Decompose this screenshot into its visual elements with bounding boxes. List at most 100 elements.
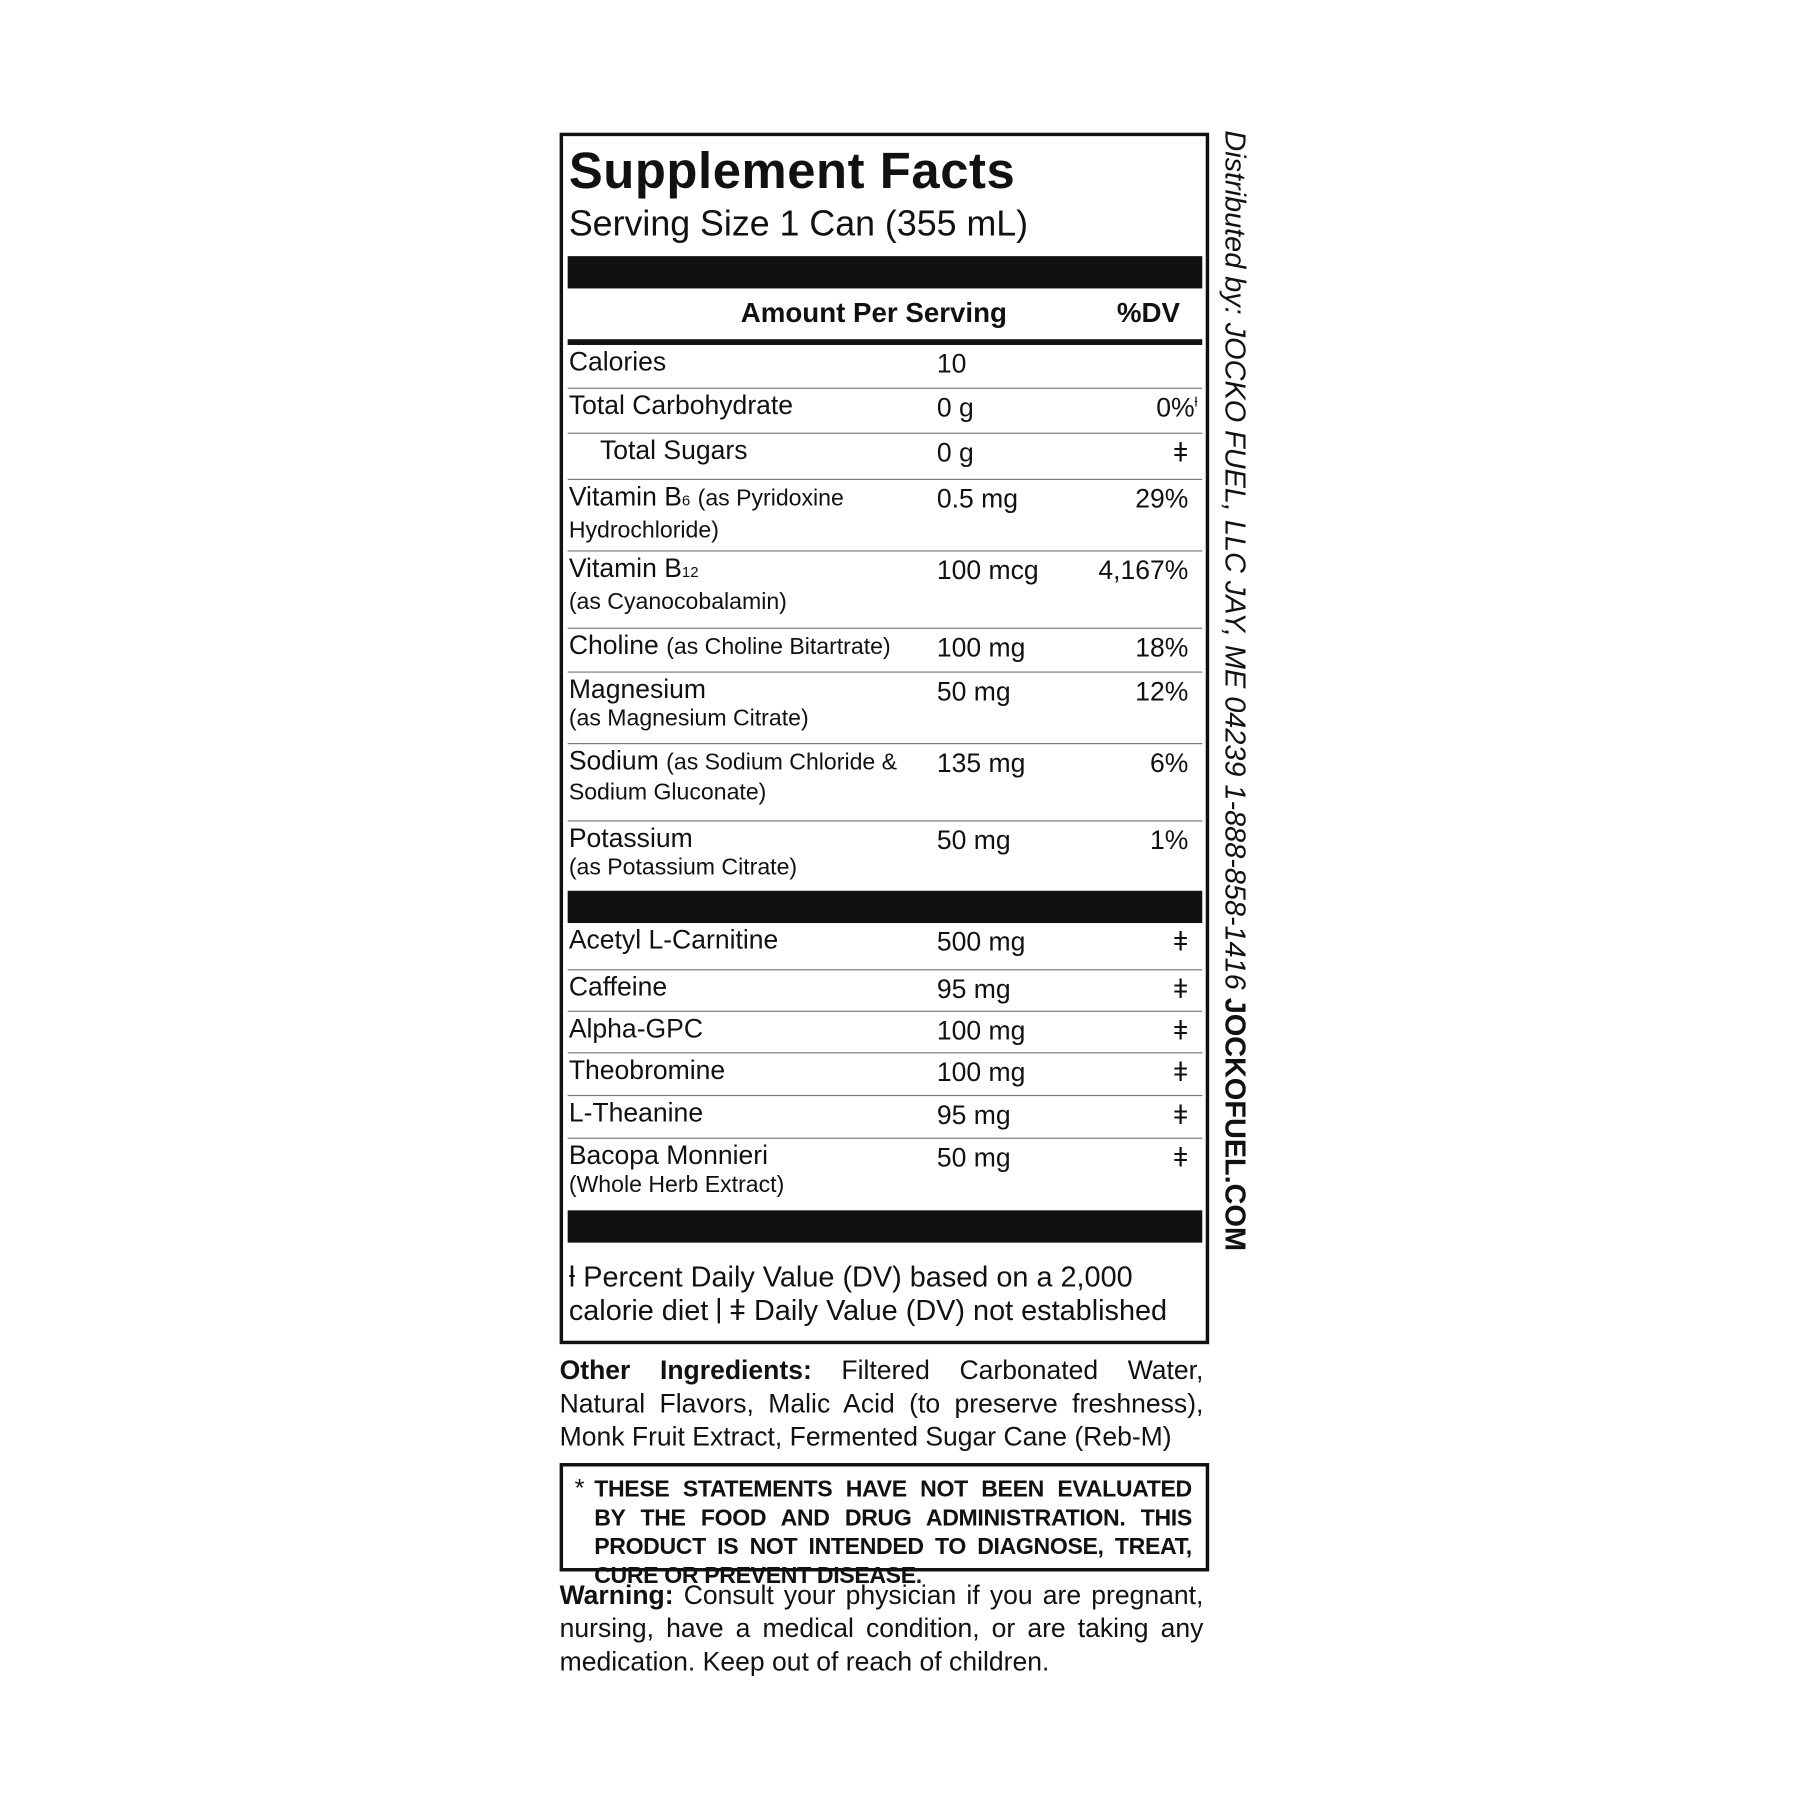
nutrient: Vitamin B6 (as Pyridoxine Hydrochloride) [569, 482, 921, 544]
dv-text: 1% [1150, 824, 1189, 855]
nutrient-detail: (as Sodium Chloride & Sodium Gluconate) [568, 749, 898, 806]
daily-value: ǂ [1173, 1015, 1189, 1046]
nutrient-name: Calories [568, 346, 667, 377]
footnote-text: ƚ Percent Daily Value (DV) based on a 2,… [568, 1261, 1133, 1327]
nutrient: Vitamin B12 (as Cyanocobalamin) [569, 554, 921, 616]
asterisk: * [574, 1473, 585, 1503]
divider-bar [567, 890, 1203, 924]
nutrient-name: Potassium [568, 822, 693, 853]
warning: Warning: Consult your physician if you a… [560, 1578, 1204, 1678]
separator [717, 1298, 720, 1324]
nutrient: Total Sugars [569, 436, 952, 464]
facts-box [559, 132, 1210, 1345]
table-row: Alpha-GPC 100 mg ǂ [567, 1012, 1203, 1054]
label: Warning: [559, 1579, 674, 1610]
amount: 500 mg [936, 926, 1026, 957]
nutrient-name: Acetyl L-Carnitine [568, 924, 779, 955]
nutrient-detail: (as Cyanocobalamin) [568, 589, 787, 615]
dv-text: 12% [1135, 676, 1189, 707]
divider-bar [567, 1210, 1203, 1243]
dv-mark: ƚ [1194, 393, 1198, 410]
table-row: Magnesium (as Magnesium Citrate) 50 mg 12% [567, 673, 1203, 745]
dv-text: ǂ [1172, 1142, 1189, 1173]
header-rule [567, 339, 1203, 345]
dv-text: 4,167% [1098, 554, 1189, 585]
nutrient-name: L-Theanine [568, 1097, 704, 1128]
nutrient-detail: (as Pyridoxine Hydrochloride) [568, 485, 844, 544]
daily-value: 1% [1150, 825, 1188, 856]
text: Consult your physician if you are pregna… [559, 1579, 1204, 1677]
dv-text: ǂ [1172, 973, 1189, 1004]
nutrient: Choline (as Choline Bitartrate) [569, 631, 921, 661]
nutrient: Potassium (as Potassium Citrate) [569, 824, 921, 882]
amount: 100 mg [936, 1056, 1026, 1087]
daily-value: ǂ [1173, 974, 1189, 1005]
subscript: 6 [681, 491, 691, 509]
table-row: Caffeine 95 mg ǂ [567, 970, 1203, 1012]
amount: 0 g [936, 437, 974, 468]
serving-size: Serving Size 1 Can (355 mL) [568, 203, 1029, 244]
daily-value: 0%ƚ [1156, 392, 1197, 423]
dv-header: %DV [1116, 297, 1180, 329]
daily-value: 18% [1135, 632, 1188, 663]
nutrient-detail: (as Potassium Citrate) [568, 854, 798, 881]
nutrient: Alpha-GPC [569, 1014, 921, 1042]
disclaimer-text: THESE STATEMENTS HAVE NOT BEEN EVALUATED… [594, 1476, 1192, 1589]
table-row: L-Theanine 95 mg ǂ [567, 1096, 1203, 1139]
dv-text: ǂ [1172, 926, 1189, 957]
table-row: Vitamin B6 (as Pyridoxine Hydrochloride)… [567, 480, 1203, 552]
nutrient: Magnesium (as Magnesium Citrate) [569, 675, 921, 733]
amount: 95 mg [936, 973, 1011, 1004]
table-row: Total Sugars 0 g ǂ [567, 434, 1203, 480]
amount: 100 mg [936, 632, 1026, 663]
amount: 135 mg [936, 747, 1026, 778]
amount: 50 mg [936, 824, 1011, 855]
nutrient-name: Magnesium [568, 673, 706, 704]
amount: 100 mg [936, 1015, 1026, 1046]
amount: 0 g [936, 392, 974, 423]
daily-value: ǂ [1173, 1100, 1189, 1131]
nutrient: Calories [569, 347, 921, 375]
amount: 0.5 mg [936, 483, 1019, 514]
nutrient: Sodium (as Sodium Chloride & Sodium Gluc… [569, 747, 921, 807]
amount: 50 mg [936, 676, 1011, 707]
table-row: Bacopa Monnieri (Whole Herb Extract) 50 mg… [568, 1139, 1203, 1211]
nutrient-name: Total Carbohydrate [568, 389, 794, 420]
nutrient: L-Theanine [569, 1098, 921, 1126]
nutrient-name: Bacopa Monnieri [568, 1139, 768, 1170]
table-row: Choline (as Choline Bitartrate) 100 mg 18% [567, 629, 1203, 673]
dv-text: 18% [1135, 632, 1189, 663]
footnote: ƚ Percent Daily Value (DV) based on a 2,… [569, 1261, 1192, 1328]
table-row: Theobromine 100 mg ǂ [567, 1053, 1203, 1097]
nutrient: Acetyl L-Carnitine [569, 925, 921, 953]
nutrient-name: Theobromine [568, 1054, 726, 1085]
nutrient-name: Sodium [568, 745, 659, 776]
daily-value: 29% [1135, 483, 1188, 514]
nutrient-name: Vitamin B [568, 552, 682, 583]
daily-value: 12% [1135, 676, 1188, 707]
nutrient-detail: (as Choline Bitartrate) [666, 634, 891, 660]
daily-value: ǂ [1173, 1142, 1189, 1173]
dv-text: ǂ [1172, 1099, 1189, 1130]
daily-value: ǂ [1173, 927, 1189, 958]
amount: 50 mg [936, 1142, 1011, 1173]
nutrient-name: Alpha-GPC [568, 1013, 704, 1044]
daily-value: ǂ [1173, 1057, 1189, 1088]
dv-text: 6% [1150, 747, 1189, 778]
label: Other Ingredients: [559, 1354, 812, 1385]
amount: 100 mcg [936, 554, 1039, 585]
table-row: Total Carbohydrate 0 g 0%ƚ [567, 389, 1203, 434]
dv-text: ǂ [1172, 1056, 1189, 1087]
amount: 95 mg [936, 1099, 1011, 1130]
divider-bar [567, 256, 1203, 289]
title: Supplement Facts [568, 143, 1016, 200]
dv-text: ǂ [1172, 1015, 1189, 1046]
amount: 10 [936, 348, 967, 379]
table-row: Sodium (as Sodium Chloride & Sodium Gluc… [567, 744, 1203, 822]
table-row: Vitamin B12 (as Cyanocobalamin) 100 mcg 4,1… [567, 552, 1203, 629]
disclaimer-box: * THESE STATEMENTS HAVE NOT BEEN EVALUAT… [559, 1463, 1210, 1589]
other-ingredients: Other Ingredients: Filtered Carbonated W… [560, 1353, 1204, 1453]
dv-text: ǂ [1172, 437, 1189, 468]
